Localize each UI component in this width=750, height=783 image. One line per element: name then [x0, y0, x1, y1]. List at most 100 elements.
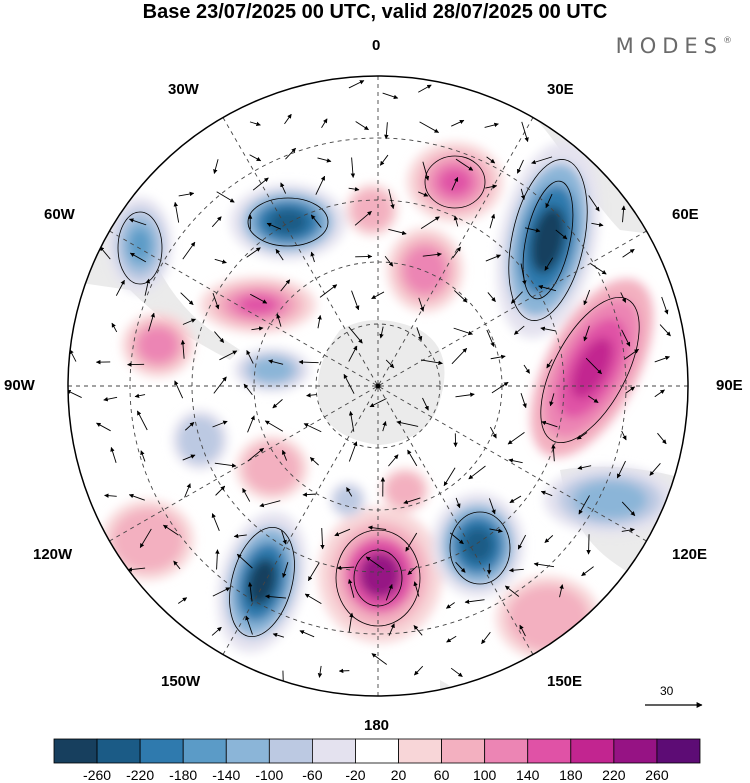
wind-arrow-100: [659, 324, 671, 337]
wind-arrow-10: [484, 122, 499, 128]
lon-label-60w: 60W: [44, 206, 75, 223]
wind-arrow-191: [281, 530, 287, 545]
colorbar-tick-label: -260: [83, 767, 112, 783]
wind-arrow-196: [449, 532, 464, 545]
wind-arrow-114: [523, 364, 530, 374]
wind-arrow-25: [252, 177, 269, 191]
wind-arrow-155: [140, 450, 146, 462]
wind-arrow-170: [649, 463, 661, 476]
wind-arrow-175: [242, 488, 251, 502]
colorbar-tick-label: 20: [390, 767, 407, 783]
wind-arrow-1: [382, 92, 399, 100]
wind-arrow-40: [266, 222, 282, 230]
wind-arrow-176: [259, 500, 281, 508]
wind-arrow-239: [317, 665, 323, 678]
contour-6: [449, 511, 511, 585]
anomaly-9-level-2: [137, 327, 179, 363]
wind-arrow-140: [212, 420, 228, 428]
brand-logo: MODES®: [616, 34, 732, 58]
wind-arrow-21: [516, 159, 524, 174]
wind-arrow-59: [384, 255, 394, 267]
wind-arrow-189: [211, 513, 220, 531]
colorbar-tick-label: 100: [472, 767, 497, 783]
wind-arrow-210: [407, 565, 418, 575]
wind-arrow-61: [452, 246, 461, 259]
wind-arrow-156: [182, 454, 196, 461]
wind-arrow-193: [334, 528, 351, 537]
colorbar-tick-label: -140: [212, 767, 241, 783]
wind-arrow-215: [581, 566, 594, 577]
wind-arrow-7: [384, 122, 389, 140]
wind-arrow-101: [69, 349, 77, 362]
wind-arrow-208: [336, 565, 355, 571]
wind-arrow-0: [348, 80, 365, 89]
wind-arrow-173: [184, 483, 191, 498]
wind-arrow-55: [246, 247, 261, 258]
colorbar-tick-label: 60: [433, 767, 450, 783]
wind-arrow-37: [173, 201, 180, 223]
wind-arrow-145: [382, 421, 387, 432]
contour-1: [522, 180, 574, 300]
wind-arrow-17: [379, 154, 389, 166]
wind-arrow-27: [315, 175, 326, 195]
anomaly-4-level-3: [246, 558, 278, 606]
wind-arrow-11: [521, 121, 529, 143]
contour-8: [117, 211, 163, 285]
wind-arrow-153: [657, 432, 667, 445]
wind-arrow-162: [388, 454, 399, 467]
wind-arrow-139: [184, 421, 195, 431]
map-border: [67, 75, 689, 697]
lon-label-0: 0: [372, 37, 381, 54]
wind-arrow-204: [215, 549, 220, 570]
wind-arrow-53: [182, 241, 196, 260]
anomaly-2-level-3: [438, 168, 472, 196]
wind-arrow-79: [510, 291, 523, 304]
wind-arrow-77: [454, 290, 468, 303]
wind-arrow-181: [455, 497, 461, 509]
colorbar-tick-label: -20: [345, 767, 366, 783]
lon-label-120w: 120W: [33, 546, 73, 563]
wind-arrow-89: [276, 313, 282, 327]
anomaly-5-level-3: [462, 527, 494, 563]
anomaly-11-level-1: [507, 585, 589, 651]
wind-arrow-60: [422, 252, 442, 257]
wind-arrow-211: [455, 561, 466, 573]
wind-arrow-41: [310, 214, 322, 228]
wind-arrow-217: [212, 587, 231, 597]
wind-arrow-19: [455, 158, 474, 171]
wind-arrow-36: [128, 218, 147, 226]
anomaly-16-level-1: [386, 472, 424, 508]
wind-arrow-190: [233, 533, 247, 539]
wind-arrow-157: [214, 462, 237, 468]
wind-arrow-132: [520, 393, 527, 409]
map-title: Base 23/07/2025 00 UTC, valid 28/07/2025…: [142, 1, 608, 23]
colorbar-tick-label: -180: [169, 767, 198, 783]
wind-arrow-38: [211, 216, 222, 228]
wind-arrow-4: [284, 113, 292, 125]
wind-arrow-71: [250, 293, 268, 304]
wind-arrow-159: [281, 449, 288, 461]
wind-arrow-209: [365, 556, 385, 570]
wind-arrow-96: [513, 325, 525, 335]
lon-label-120e: 120E: [672, 546, 708, 563]
wind-arrow-185: [578, 495, 590, 515]
wind-arrow-171: [104, 493, 117, 498]
wind-arrow-174: [215, 485, 226, 496]
wind-arrow-216: [177, 597, 188, 604]
wind-arrow-149: [507, 432, 525, 445]
anomaly-13-level-2: [403, 246, 447, 294]
wind-arrow-152: [621, 430, 627, 441]
wind-arrow-56: [275, 248, 284, 261]
wind-arrow-180: [403, 497, 421, 505]
wind-arrow-213: [508, 567, 524, 573]
contour-5: [229, 526, 295, 638]
wind-arrow-227: [559, 584, 564, 598]
wind-arrow-172: [128, 493, 145, 501]
wind-arrow-137: [96, 422, 111, 432]
anomaly-1-level-3: [571, 337, 613, 399]
wind-arrow-130: [455, 392, 475, 398]
wind-arrow-74: [351, 290, 360, 311]
wind-arrow-76: [418, 297, 425, 312]
wind-arrow-231: [299, 630, 315, 638]
wind-arrow-206: [282, 561, 289, 578]
